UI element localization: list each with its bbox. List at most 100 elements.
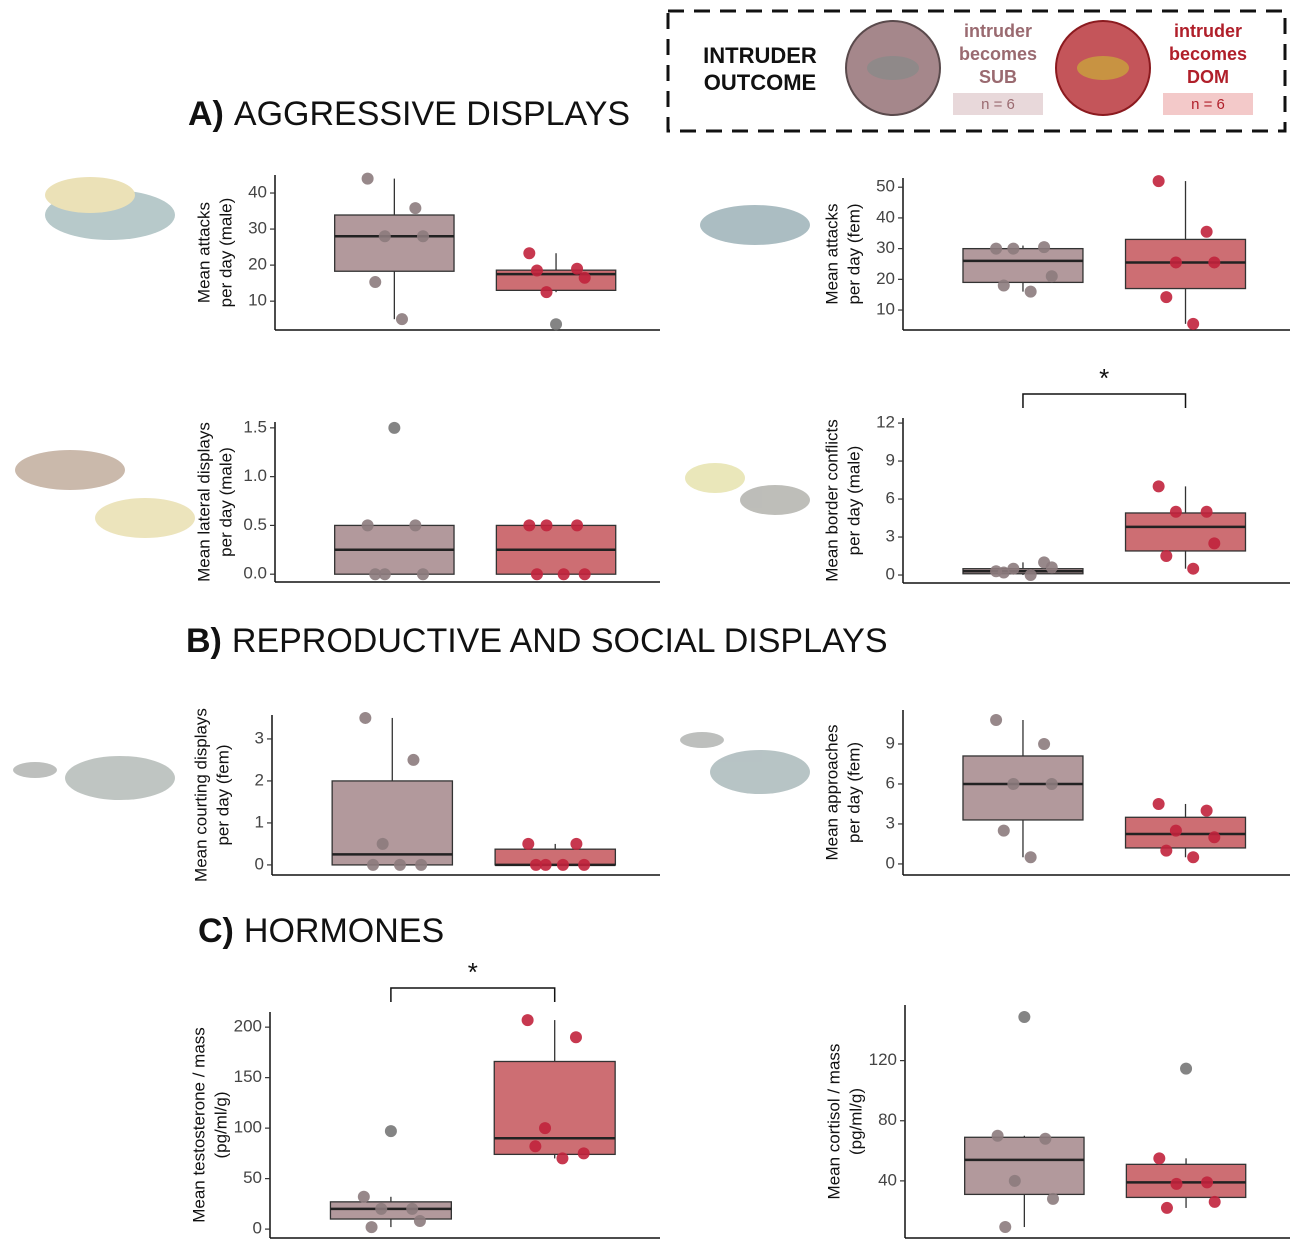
point [1170, 256, 1182, 268]
outlier [385, 1125, 397, 1137]
point [1153, 175, 1165, 187]
point [1209, 1196, 1221, 1208]
point [990, 714, 1002, 726]
point [541, 519, 553, 531]
y-tick-label: 2 [255, 770, 264, 789]
legend-label: DOM [1187, 67, 1229, 87]
box [495, 849, 615, 865]
y-tick-label: 50 [876, 177, 895, 196]
point [1208, 831, 1220, 843]
y-axis-label: Mean testosterone / mass [189, 1027, 208, 1223]
y-axis-label: Mean attacks [194, 202, 213, 303]
y-tick-label: 50 [243, 1168, 262, 1187]
y-tick-label: 12 [876, 413, 895, 432]
point [1201, 1176, 1213, 1188]
y-tick-label: 10 [876, 300, 895, 319]
point [1038, 738, 1050, 750]
y-axis-label: per day (fem) [844, 203, 863, 304]
y-axis-label: per day (male) [216, 198, 235, 308]
point [369, 568, 381, 580]
y-tick-label: 20 [248, 255, 267, 274]
point [530, 859, 542, 871]
y-tick-label: 40 [878, 1170, 897, 1189]
y-axis-label: per day (fem) [844, 742, 863, 843]
significance-label: * [1099, 363, 1109, 393]
box [330, 1202, 451, 1219]
point [531, 265, 543, 277]
point [1208, 256, 1220, 268]
point [362, 519, 374, 531]
section-label: B) [186, 622, 222, 660]
point [570, 1031, 582, 1043]
y-tick-label: 10 [248, 291, 267, 310]
point [407, 754, 419, 766]
y-tick-label: 30 [876, 238, 895, 257]
point [558, 568, 570, 580]
point [1046, 561, 1058, 573]
point [571, 519, 583, 531]
y-tick-label: 40 [248, 183, 267, 202]
point [377, 838, 389, 850]
point [359, 712, 371, 724]
y-tick-label: 0 [253, 1219, 262, 1238]
legend-n: n = 6 [981, 96, 1015, 113]
point [570, 838, 582, 850]
box [335, 215, 454, 271]
point [579, 568, 591, 580]
point [1007, 243, 1019, 255]
y-tick-label: 9 [886, 733, 895, 752]
point [1208, 537, 1220, 549]
point [998, 566, 1010, 578]
y-tick-label: 200 [234, 1017, 262, 1036]
point [1160, 550, 1172, 562]
y-axis-label: Mean cortisol / mass [824, 1044, 843, 1200]
y-tick-label: 3 [886, 813, 895, 832]
point [523, 247, 535, 259]
point [1007, 778, 1019, 790]
point [522, 838, 534, 850]
point [1201, 506, 1213, 518]
point [1187, 318, 1199, 330]
point [1187, 851, 1199, 863]
y-tick-label: 100 [234, 1118, 262, 1137]
point [1170, 825, 1182, 837]
section-title: B)REPRODUCTIVE AND SOCIAL DISPLAYS [186, 622, 888, 660]
point [1046, 270, 1058, 282]
significance-label: * [468, 957, 478, 987]
point [394, 859, 406, 871]
outlier [1180, 1063, 1192, 1075]
box [965, 1137, 1084, 1194]
y-axis-label: per day (male) [216, 447, 235, 557]
point [375, 1203, 387, 1215]
point [409, 202, 421, 214]
legend-n: n = 6 [1191, 96, 1225, 113]
point [414, 1215, 426, 1227]
point [1201, 805, 1213, 817]
y-tick-label: 0 [886, 565, 895, 584]
y-axis-label: Mean lateral displays [194, 422, 213, 582]
point [1038, 241, 1050, 253]
box [494, 1061, 615, 1154]
point [367, 859, 379, 871]
point [1161, 1202, 1173, 1214]
box [963, 756, 1083, 820]
y-tick-label: 150 [234, 1067, 262, 1086]
legend-title: OUTCOME [704, 70, 816, 95]
legend-label: intruder [964, 21, 1032, 41]
point [415, 859, 427, 871]
y-tick-label: 1.0 [243, 466, 267, 485]
y-axis-label: Mean border conflicts [822, 419, 841, 582]
box [1126, 239, 1246, 288]
point [358, 1191, 370, 1203]
y-tick-label: 0 [255, 854, 264, 873]
point [362, 173, 374, 185]
section-text: AGGRESSIVE DISPLAYS [234, 95, 630, 133]
point [1160, 845, 1172, 857]
point [1187, 563, 1199, 575]
box [1126, 513, 1246, 551]
section-title: C)HORMONES [198, 912, 444, 950]
section-label: C) [198, 912, 234, 950]
point [998, 825, 1010, 837]
y-tick-label: 20 [876, 269, 895, 288]
point [1153, 1152, 1165, 1164]
